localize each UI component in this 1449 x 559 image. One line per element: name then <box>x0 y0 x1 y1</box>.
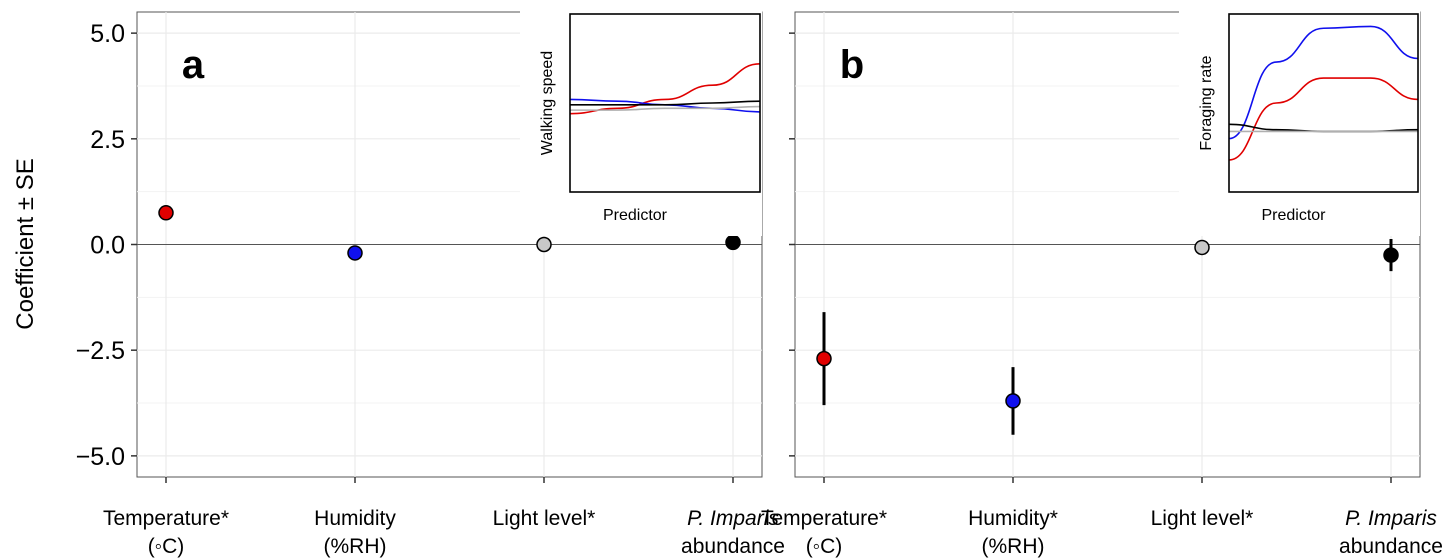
x-category-label: (◦C) <box>806 535 843 558</box>
inset-frame <box>1228 13 1419 193</box>
x-category-label: abundance <box>1339 535 1443 558</box>
inset-background <box>1179 10 1420 236</box>
panel-label: b <box>840 43 864 87</box>
inset-y-label: Foraging rate <box>1198 55 1215 150</box>
x-category-label: abundance <box>681 535 785 558</box>
y-tick-label: 5.0 <box>90 20 125 48</box>
inset-plot: Foraging rate Predictor <box>1179 10 1420 236</box>
x-category-label: P. Imparis <box>687 507 779 530</box>
x-category-label: Temperature* <box>761 507 887 530</box>
y-tick-label: −2.5 <box>76 337 125 365</box>
inset-frame <box>569 13 761 193</box>
x-category-label: Humidity* <box>968 507 1058 530</box>
inset-x-label: Predictor <box>1261 207 1326 224</box>
panel-a: 5.0 2.5 0.0 −2.5 −5.0 Temperature* (◦C) Humidit… <box>76 10 785 558</box>
y-axis-title: Coefficient ± SE <box>12 158 39 329</box>
x-category-label: (%RH) <box>982 535 1045 558</box>
data-point <box>158 205 174 221</box>
x-category-label: (%RH) <box>324 535 387 558</box>
data-point <box>536 236 552 253</box>
x-category-label: Humidity <box>314 507 396 530</box>
x-category-label: Temperature* <box>103 507 229 530</box>
y-tick-label: −5.0 <box>76 443 125 471</box>
panel-b: Temperature* (◦C) Humidity* (%RH) Light leve… <box>761 10 1443 558</box>
data-point <box>1194 239 1210 256</box>
inset-background <box>520 10 762 236</box>
inset-x-label: Predictor <box>603 207 668 224</box>
y-tick-label: 0.0 <box>90 232 125 260</box>
inset-plot: Walking speed Predictor <box>520 10 762 236</box>
panel-label: a <box>182 43 205 87</box>
data-point <box>1383 247 1399 263</box>
data-point <box>816 350 832 367</box>
x-category-label: Light level* <box>493 507 596 530</box>
x-category-label: P. Imparis <box>1345 507 1437 530</box>
inset-series-line <box>1229 77 1418 161</box>
inset-series-line <box>1229 25 1418 140</box>
data-point <box>1005 393 1021 409</box>
inset-y-label: Walking speed <box>539 51 556 155</box>
inset-series-line <box>570 100 760 106</box>
y-tick-label: 2.5 <box>90 126 125 154</box>
x-category-label: Light level* <box>1151 507 1254 530</box>
inset-series-line <box>570 105 760 111</box>
inset-series-line <box>570 63 760 115</box>
data-point <box>725 234 741 251</box>
data-point <box>347 245 363 261</box>
x-category-label: (◦C) <box>148 535 185 558</box>
